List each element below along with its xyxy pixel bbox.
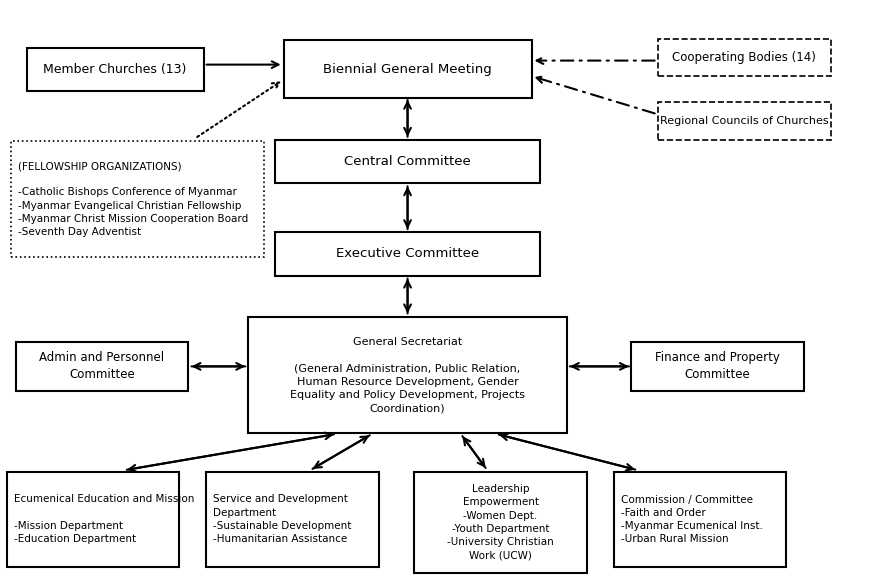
FancyBboxPatch shape	[248, 317, 567, 433]
Text: Central Committee: Central Committee	[344, 155, 471, 168]
FancyBboxPatch shape	[657, 103, 830, 140]
Text: Commission / Committee
-Faith and Order
-Myanmar Ecumenical Inst.
-Urban Rural M: Commission / Committee -Faith and Order …	[620, 494, 763, 544]
FancyBboxPatch shape	[275, 233, 540, 276]
Text: Cooperating Bodies (14): Cooperating Bodies (14)	[672, 51, 816, 64]
FancyBboxPatch shape	[657, 39, 830, 77]
Text: (FELLOWSHIP ORGANIZATIONS)

-Catholic Bishops Conference of Myanmar
-Myanmar Eva: (FELLOWSHIP ORGANIZATIONS) -Catholic Bis…	[19, 161, 248, 237]
Text: Executive Committee: Executive Committee	[336, 248, 479, 260]
Text: Admin and Personnel
Committee: Admin and Personnel Committee	[39, 351, 165, 381]
FancyBboxPatch shape	[15, 342, 188, 391]
Text: Leadership
Empowerment
-Women Dept.
-Youth Department
-University Christian
Work: Leadership Empowerment -Women Dept. -You…	[447, 484, 554, 560]
Text: Member Churches (13): Member Churches (13)	[43, 63, 187, 76]
Text: Finance and Property
Committee: Finance and Property Committee	[656, 351, 780, 381]
FancyBboxPatch shape	[275, 140, 540, 183]
FancyBboxPatch shape	[414, 472, 587, 572]
FancyBboxPatch shape	[27, 48, 204, 91]
FancyBboxPatch shape	[6, 472, 179, 567]
Text: Ecumenical Education and Mission

-Mission Department
-Education Department: Ecumenical Education and Mission -Missio…	[13, 494, 194, 544]
FancyBboxPatch shape	[613, 472, 786, 567]
FancyBboxPatch shape	[631, 342, 804, 391]
Text: General Secretariat

(General Administration, Public Relation,
Human Resource De: General Secretariat (General Administrat…	[290, 337, 525, 413]
FancyBboxPatch shape	[12, 141, 263, 257]
Text: Regional Councils of Churches: Regional Councils of Churches	[660, 116, 828, 126]
FancyBboxPatch shape	[284, 40, 532, 98]
Text: Biennial General Meeting: Biennial General Meeting	[323, 63, 492, 76]
Text: Service and Development
Department
-Sustainable Development
-Humanitarian Assist: Service and Development Department -Sust…	[214, 494, 352, 544]
FancyBboxPatch shape	[206, 472, 378, 567]
